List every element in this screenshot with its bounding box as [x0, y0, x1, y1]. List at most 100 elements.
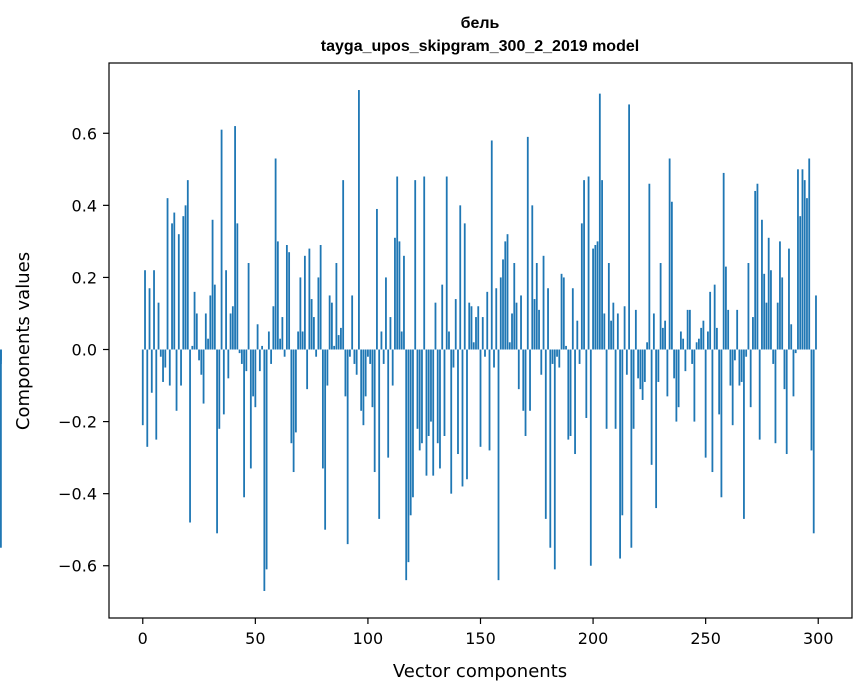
bar	[797, 169, 799, 350]
bar	[758, 349, 761, 440]
bar	[297, 331, 300, 350]
bar	[369, 349, 372, 364]
y-tick-label: 0.6	[72, 124, 97, 143]
bar	[704, 349, 707, 458]
bar	[639, 349, 642, 390]
bar	[292, 349, 295, 473]
bar	[394, 237, 396, 350]
bar	[655, 349, 658, 509]
x-tick-label: 200	[578, 629, 609, 648]
bar	[315, 349, 318, 357]
bar	[720, 349, 723, 498]
x-tick-label: 250	[690, 629, 721, 648]
bar	[166, 198, 169, 350]
bar	[772, 349, 775, 364]
y-tick-label: 0.2	[72, 268, 97, 287]
bar	[756, 183, 759, 350]
bar	[335, 263, 338, 350]
bar	[542, 255, 545, 350]
bar	[193, 291, 196, 350]
x-tick-label: 100	[353, 629, 384, 648]
x-tick-label: 0	[138, 629, 148, 648]
bar	[677, 349, 680, 408]
bar	[373, 349, 376, 473]
bar	[707, 331, 709, 350]
bar	[565, 345, 567, 350]
bar	[159, 349, 162, 357]
bar	[686, 309, 689, 350]
bar	[355, 349, 358, 375]
bar	[614, 349, 617, 429]
bar	[657, 349, 660, 382]
bar	[661, 327, 664, 350]
bar	[650, 349, 653, 465]
bar	[815, 295, 817, 350]
bar	[466, 349, 468, 480]
bar	[430, 349, 432, 422]
bar	[695, 342, 698, 350]
bar	[227, 349, 230, 379]
bar	[171, 223, 173, 350]
bar	[353, 349, 356, 364]
bar	[774, 349, 777, 444]
bar	[459, 205, 462, 350]
bar	[434, 302, 437, 350]
bar	[247, 263, 250, 350]
bar	[592, 248, 594, 350]
bar	[216, 349, 218, 534]
bar	[416, 349, 419, 429]
bar	[153, 270, 155, 350]
bar	[605, 349, 608, 429]
bar	[270, 349, 273, 364]
bar	[515, 302, 518, 350]
bar	[666, 349, 669, 397]
bar	[240, 349, 243, 364]
bar	[245, 349, 248, 372]
bar	[659, 263, 662, 350]
bar	[513, 263, 516, 350]
bar	[340, 327, 342, 350]
bar	[279, 338, 282, 350]
bar	[418, 349, 421, 451]
bar	[486, 291, 489, 350]
bar	[189, 349, 191, 523]
bar	[148, 288, 151, 350]
bar	[367, 349, 369, 357]
bar	[454, 299, 457, 350]
bar	[558, 349, 561, 368]
bar	[213, 284, 216, 350]
bar	[175, 349, 178, 411]
bar	[272, 306, 275, 350]
bar	[490, 140, 493, 350]
bar	[294, 349, 297, 433]
bar	[562, 277, 565, 350]
bar	[349, 349, 351, 357]
bar	[560, 273, 563, 350]
bar	[461, 349, 464, 487]
bar	[569, 349, 572, 436]
bar	[229, 313, 232, 350]
bar	[445, 176, 448, 350]
bar	[475, 317, 477, 350]
bar	[551, 349, 554, 364]
bar	[362, 349, 365, 426]
bar	[567, 349, 570, 440]
bar	[470, 306, 473, 350]
chart-subtitle: tayga_upos_skipgram_300_2_2019 model	[321, 38, 639, 55]
bar	[576, 320, 579, 350]
bar	[526, 136, 529, 350]
bar	[308, 248, 311, 350]
bar	[144, 270, 146, 350]
bar	[200, 349, 203, 375]
bar	[202, 349, 205, 404]
bar-series	[0, 90, 817, 591]
bar	[403, 255, 405, 350]
bar	[427, 349, 430, 436]
bar	[664, 320, 667, 350]
bar	[711, 349, 714, 473]
bar	[810, 349, 813, 451]
bar	[414, 180, 417, 350]
bar	[198, 349, 200, 361]
bar	[360, 349, 363, 411]
bar	[263, 349, 266, 591]
